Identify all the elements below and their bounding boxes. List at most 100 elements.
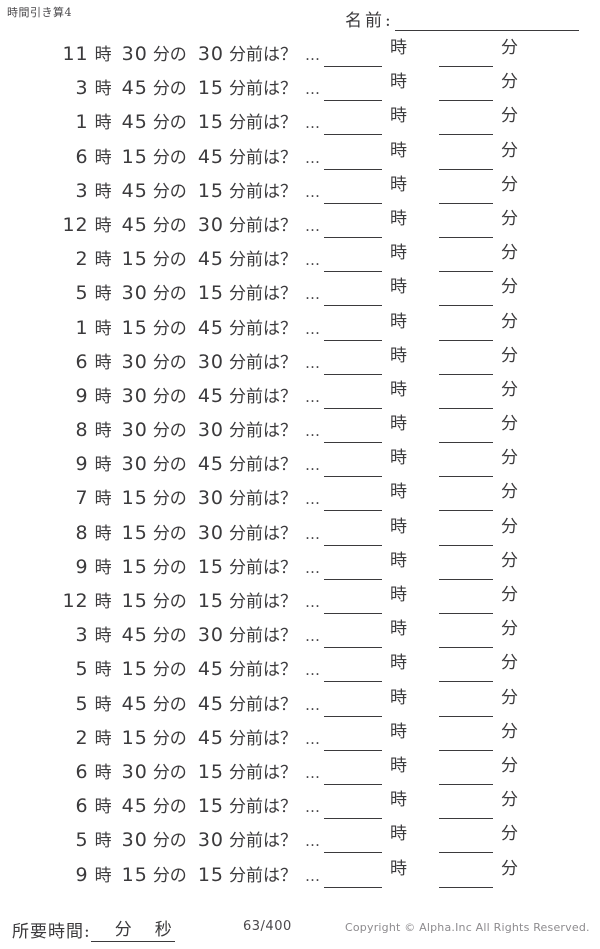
answer-minute-blank[interactable] (439, 792, 493, 820)
answer-minute-blank[interactable] (439, 314, 493, 341)
problem-question: 5 時 45 分の 45 分前は？… (0, 690, 320, 716)
answer-hour-blank[interactable] (324, 245, 382, 273)
question-minute: 45 (121, 692, 148, 715)
answer-minute-blank[interactable] (439, 587, 493, 614)
problem-question: 12 時 45 分の 30 分前は？… (0, 211, 320, 237)
answer-hour-blank[interactable] (324, 211, 382, 238)
problem-question: 12 時 15 分の 15 分前は？… (0, 587, 320, 613)
answer-hour-blank[interactable] (324, 450, 382, 478)
question-connector: 分の (152, 181, 187, 202)
answer-hour-blank[interactable] (324, 690, 382, 717)
answer-minute-blank[interactable] (439, 450, 493, 478)
question-hour: 12 (62, 590, 89, 612)
answer-minute-blank[interactable] (439, 861, 493, 888)
answer-hour-blank[interactable] (324, 826, 382, 854)
answer-minute-blank[interactable] (439, 553, 493, 580)
answer-minute-blank[interactable] (439, 108, 493, 136)
problem-row: 2 時 15 分の 45 分前は？… 時分 (0, 721, 600, 758)
answer-minute-blank[interactable] (439, 621, 493, 649)
answer-hour-blank[interactable] (324, 348, 382, 375)
question-hour-unit: 時 (94, 626, 112, 647)
answer-hour-blank[interactable] (324, 40, 382, 67)
answer-area: 時分 (324, 655, 518, 685)
question-hour-unit: 時 (94, 660, 112, 681)
answer-minute-blank[interactable] (439, 40, 493, 67)
answer-hour-blank[interactable] (324, 553, 382, 580)
question-hour-unit: 時 (94, 45, 112, 65)
answer-hour-blank[interactable] (324, 621, 382, 649)
question-tail: 分前は？ (229, 592, 297, 612)
answer-area: 時分 (324, 39, 518, 70)
answer-minute-blank[interactable] (439, 211, 493, 238)
question-hour-unit: 時 (94, 215, 112, 236)
answer-minute-blank[interactable] (439, 279, 493, 307)
answer-hour-blank[interactable] (324, 587, 382, 614)
question-subtract: 30 (197, 487, 224, 510)
question-minute: 45 (121, 795, 148, 818)
answer-hour-blank[interactable] (324, 74, 382, 102)
question-hour-unit: 時 (94, 865, 112, 886)
question-tail: 分前は？ (229, 455, 297, 476)
answer-hour-blank[interactable] (324, 314, 382, 341)
problem-row: 12 時 45 分の 30 分前は？… 時分 (0, 210, 600, 245)
answer-minute-blank[interactable] (439, 382, 493, 409)
answer-hour-blank[interactable] (324, 279, 382, 307)
answer-area: 時分 (324, 415, 518, 446)
answer-minute-blank[interactable] (439, 519, 493, 546)
answer-hour-blank[interactable] (324, 724, 382, 751)
answer-area: 時分 (324, 586, 518, 617)
answer-minute-blank[interactable] (439, 655, 493, 683)
answer-minute-blank[interactable] (439, 416, 493, 444)
question-subtract: 45 (197, 726, 224, 749)
question-hour-unit: 時 (94, 728, 112, 749)
answer-minute-blank[interactable] (439, 826, 493, 854)
answer-minute-blank[interactable] (439, 348, 493, 375)
answer-hour-blank[interactable] (324, 861, 382, 888)
question-dots: … (305, 490, 320, 509)
question-minute: 15 (121, 555, 148, 578)
answer-hour-unit: 時 (390, 721, 407, 742)
question-hour: 5 (75, 692, 89, 715)
problem-question: 9 時 15 分の 15 分前は？… (0, 861, 320, 887)
answer-minute-blank[interactable] (439, 724, 493, 751)
answer-hour-blank[interactable] (324, 382, 382, 409)
question-tail: 分前は？ (229, 865, 297, 886)
question-connector: 分の (152, 660, 187, 681)
answer-hour-blank[interactable] (324, 758, 382, 785)
answer-minute-blank[interactable] (439, 245, 493, 273)
answer-hour-blank[interactable] (324, 792, 382, 820)
answer-minute-blank[interactable] (439, 484, 493, 512)
question-dots: … (305, 387, 320, 406)
answer-hour-blank[interactable] (324, 484, 382, 512)
answer-minute-blank[interactable] (439, 690, 493, 717)
answer-hour-unit: 時 (390, 106, 407, 127)
answer-minute-blank[interactable] (439, 74, 493, 102)
answer-hour-unit: 時 (390, 277, 407, 298)
answer-hour-blank[interactable] (324, 416, 382, 444)
answer-minute-blank[interactable] (439, 177, 493, 204)
problem-row: 5 時 15 分の 45 分前は？… 時分 (0, 655, 600, 689)
answer-hour-blank[interactable] (324, 655, 382, 683)
answer-minute-blank[interactable] (439, 758, 493, 785)
question-minute: 15 (121, 590, 148, 612)
page-title: 時間引き算4 (7, 6, 72, 19)
name-label: 名前: (345, 11, 394, 31)
question-minute: 45 (121, 77, 148, 100)
question-dots: … (305, 46, 320, 64)
question-tail: 分前は？ (229, 831, 297, 852)
question-tail: 分前は？ (229, 797, 297, 818)
time-taken-blanks[interactable]: 分秒 (90, 915, 175, 942)
answer-hour-blank[interactable] (324, 177, 382, 204)
answer-minute-blank[interactable] (439, 143, 493, 170)
answer-hour-blank[interactable] (324, 143, 382, 170)
problem-question: 3 時 45 分の 30 分前は？… (0, 621, 320, 647)
question-tail: 分前は？ (229, 113, 297, 134)
answer-hour-blank[interactable] (324, 108, 382, 136)
problem-list: 11 時 30 分の 30 分前は？… 時分 3 時 45 分の 15 分前は？… 時分 1 時 45 分の 15 分… (0, 39, 600, 895)
question-minute: 15 (121, 145, 148, 168)
question-dots: … (305, 593, 320, 611)
answer-hour-blank[interactable] (324, 519, 382, 546)
question-hour-unit: 時 (94, 694, 112, 715)
name-input-blank[interactable] (394, 12, 579, 31)
answer-minute-unit: 分 (501, 106, 518, 127)
